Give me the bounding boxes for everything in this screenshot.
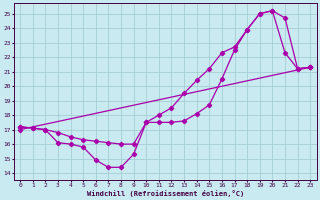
- X-axis label: Windchill (Refroidissement éolien,°C): Windchill (Refroidissement éolien,°C): [86, 190, 244, 197]
